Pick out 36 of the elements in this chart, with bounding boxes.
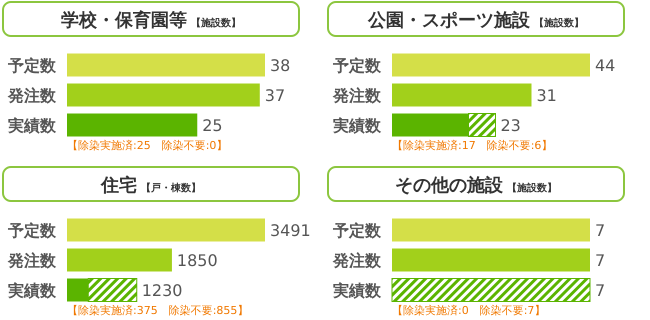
annotation: 【除染実施済:0 除染不要:7】 — [392, 304, 546, 317]
y-tick-label: 予定数 — [7, 56, 57, 75]
y-tick-label: 予定数 — [7, 221, 57, 240]
chart-title: 公園・スポーツ施設 — [367, 10, 531, 31]
total-label: 7 — [595, 281, 606, 300]
data-label: 3491 — [270, 221, 311, 240]
data-label: 1850 — [176, 251, 218, 270]
y-tick-label: 発注数 — [7, 251, 57, 270]
data-label: 31 — [536, 86, 557, 105]
annotation: 【除染実施済:17 除染不要:6】 — [392, 139, 552, 152]
chart-subtitle: 【施設数】 — [191, 17, 241, 29]
y-tick-label: 発注数 — [332, 86, 382, 105]
annotation: 【除染実施済:375 除染不要:855】 — [67, 304, 248, 317]
y-tick-label: 実績数 — [332, 281, 382, 300]
y-tick-label: 実績数 — [7, 281, 57, 300]
chart-title: その他の施設 — [395, 175, 504, 196]
y-tick-label: 発注数 — [332, 251, 382, 270]
chart-title: 住宅 — [100, 175, 137, 196]
data-label: 44 — [595, 56, 616, 75]
total-label: 23 — [500, 116, 521, 135]
total-label: 25 — [202, 116, 223, 135]
annotation: 【除染実施済:25 除染不要:0】 — [67, 139, 228, 152]
y-tick-label: 予定数 — [332, 56, 382, 75]
chart-subtitle: 【施設数】 — [534, 17, 584, 29]
chart-title: 学校・保育園等 — [61, 9, 187, 31]
data-label: 37 — [264, 86, 286, 105]
data-label: 7 — [595, 251, 606, 270]
total-label: 1230 — [142, 281, 182, 300]
data-label: 38 — [270, 56, 290, 75]
chart-subtitle: 【施設数】 — [507, 182, 557, 194]
y-tick-label: 実績数 — [332, 116, 382, 135]
data-label: 7 — [595, 221, 606, 240]
y-tick-label: 実績数 — [7, 116, 57, 135]
y-tick-label: 発注数 — [7, 86, 57, 105]
chart-subtitle: 【戸・棟数】 — [141, 182, 201, 194]
y-tick-label: 予定数 — [332, 221, 382, 240]
